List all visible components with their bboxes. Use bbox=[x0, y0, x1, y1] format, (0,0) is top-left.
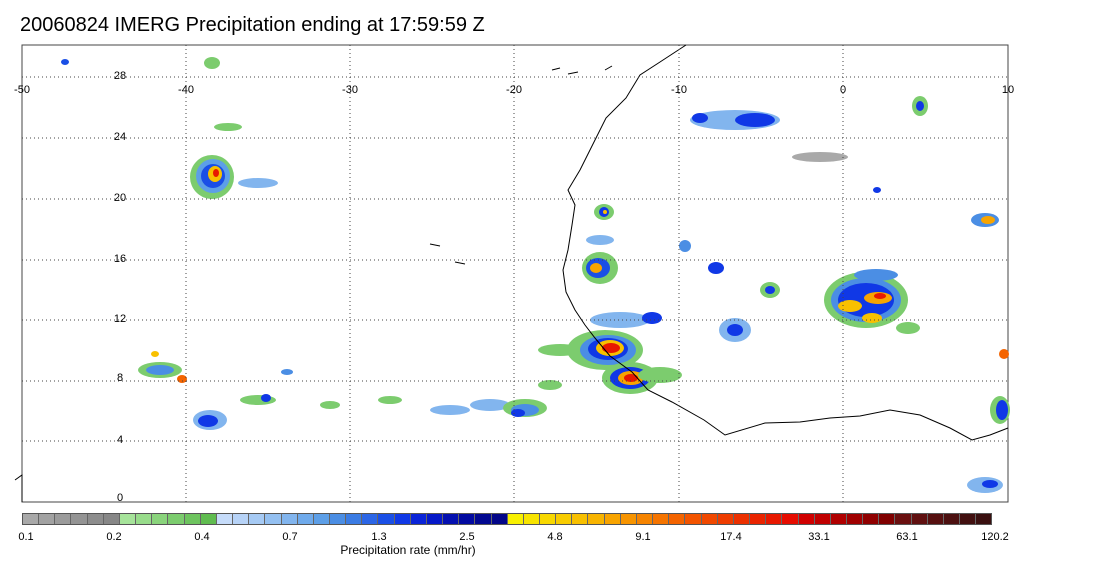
colorbar-segment bbox=[378, 514, 395, 524]
colorbar-segment bbox=[588, 514, 605, 524]
colorbar-tick-label: 0.1 bbox=[18, 531, 34, 543]
colorbar-segment bbox=[103, 514, 120, 524]
colorbar-tick-label: 120.2 bbox=[981, 531, 1009, 543]
colorbar-segment bbox=[459, 514, 476, 524]
colorbar-segment bbox=[863, 514, 880, 524]
longitude-labels: -50 -40 -30 -20 -10 0 10 bbox=[14, 84, 1014, 96]
colorbar-segment bbox=[717, 514, 734, 524]
colorbar-segment bbox=[572, 514, 589, 524]
colorbar-tick-label: 0.2 bbox=[106, 531, 122, 543]
colorbar-segment bbox=[782, 514, 799, 524]
colorbar-segment bbox=[119, 514, 137, 524]
colorbar-segment bbox=[960, 514, 977, 524]
colorbar-segment bbox=[281, 514, 298, 524]
lat-label: 4 bbox=[117, 434, 123, 446]
colorbar-tick-label: 4.8 bbox=[547, 531, 563, 543]
colorbar-segment bbox=[216, 514, 234, 524]
map-title: 20060824 IMERG Precipitation ending at 1… bbox=[20, 14, 485, 36]
colorbar-segment bbox=[701, 514, 718, 524]
colorbar-segment bbox=[620, 514, 637, 524]
colorbar-segment bbox=[426, 514, 444, 524]
colorbar-segment bbox=[329, 514, 347, 524]
lat-label: 0 bbox=[117, 492, 123, 504]
colorbar-segment bbox=[297, 514, 314, 524]
colorbar-segment bbox=[55, 514, 72, 524]
colorbar-segment bbox=[604, 514, 621, 524]
colorbar-segment bbox=[895, 514, 912, 524]
colorbar-segment bbox=[184, 514, 201, 524]
lon-label: -50 bbox=[14, 84, 30, 96]
colorbar-tick-label: 1.3 bbox=[371, 531, 387, 543]
colorbar-segment bbox=[976, 514, 992, 524]
colorbar-segment bbox=[911, 514, 928, 524]
colorbar-segment bbox=[669, 514, 686, 524]
colorbar-segment bbox=[233, 514, 250, 524]
colorbar-segment bbox=[394, 514, 411, 524]
colorbar bbox=[22, 513, 992, 525]
lon-label: -10 bbox=[671, 84, 687, 96]
lat-label: 20 bbox=[114, 192, 126, 204]
lat-label: 24 bbox=[114, 131, 126, 143]
lon-label: -40 bbox=[178, 84, 194, 96]
colorbar-segment bbox=[750, 514, 767, 524]
colorbar-segment bbox=[507, 514, 524, 524]
lat-label: 28 bbox=[114, 70, 126, 82]
precipitation-field bbox=[61, 57, 1010, 493]
colorbar-segment bbox=[168, 514, 185, 524]
lon-label: 0 bbox=[840, 84, 846, 96]
colorbar-segment bbox=[523, 514, 540, 524]
colorbar-segment bbox=[830, 514, 847, 524]
colorbar-segment bbox=[927, 514, 944, 524]
colorbar-tick-label: 0.7 bbox=[282, 531, 298, 543]
latitude-labels: 28 24 20 16 12 8 4 0 bbox=[114, 70, 126, 504]
colorbar-tick-label: 9.1 bbox=[635, 531, 651, 543]
lon-label: -30 bbox=[342, 84, 358, 96]
colorbar-segment bbox=[879, 514, 896, 524]
colorbar-segment bbox=[814, 514, 831, 524]
colorbar-segment bbox=[136, 514, 153, 524]
lat-label: 8 bbox=[117, 372, 123, 384]
colorbar-segment bbox=[491, 514, 508, 524]
colorbar-tick-label: 63.1 bbox=[896, 531, 918, 543]
lat-label: 16 bbox=[114, 253, 126, 265]
lat-label: 12 bbox=[114, 313, 126, 325]
lon-label: 10 bbox=[1002, 84, 1014, 96]
colorbar-segment bbox=[943, 514, 961, 524]
colorbar-segment bbox=[798, 514, 815, 524]
colorbar-segment bbox=[39, 514, 56, 524]
colorbar-segment bbox=[87, 514, 104, 524]
colorbar-segment bbox=[475, 514, 492, 524]
colorbar-title: Precipitation rate (mm/hr) bbox=[340, 543, 476, 557]
colorbar-segment bbox=[766, 514, 783, 524]
colorbar-segment bbox=[540, 514, 557, 524]
colorbar-tick-label: 0.4 bbox=[194, 531, 210, 543]
colorbar-segment bbox=[410, 514, 427, 524]
colorbar-segment bbox=[362, 514, 379, 524]
colorbar-segment bbox=[200, 514, 217, 524]
colorbar-segment bbox=[265, 514, 282, 524]
colorbar-segment bbox=[846, 514, 864, 524]
colorbar-segment bbox=[249, 514, 266, 524]
colorbar-tick-label: 33.1 bbox=[808, 531, 830, 543]
colorbar-tick-label: 17.4 bbox=[720, 531, 742, 543]
colorbar-segment bbox=[636, 514, 654, 524]
colorbar-segment bbox=[443, 514, 460, 524]
colorbar-segment bbox=[685, 514, 702, 524]
lon-label: -20 bbox=[506, 84, 522, 96]
precipitation-map: -50 -40 -30 -20 -10 0 10 28 24 20 16 12 … bbox=[14, 44, 1014, 504]
colorbar-segment bbox=[556, 514, 573, 524]
graticule bbox=[22, 45, 1008, 502]
colorbar-tick-label: 2.5 bbox=[459, 531, 475, 543]
colorbar-segment bbox=[346, 514, 363, 524]
colorbar-segment bbox=[152, 514, 169, 524]
colorbar-segment bbox=[733, 514, 751, 524]
colorbar-segment bbox=[313, 514, 330, 524]
colorbar-segment bbox=[71, 514, 88, 524]
colorbar-segment bbox=[23, 514, 40, 524]
colorbar-segment bbox=[653, 514, 670, 524]
coastline bbox=[14, 44, 1009, 502]
